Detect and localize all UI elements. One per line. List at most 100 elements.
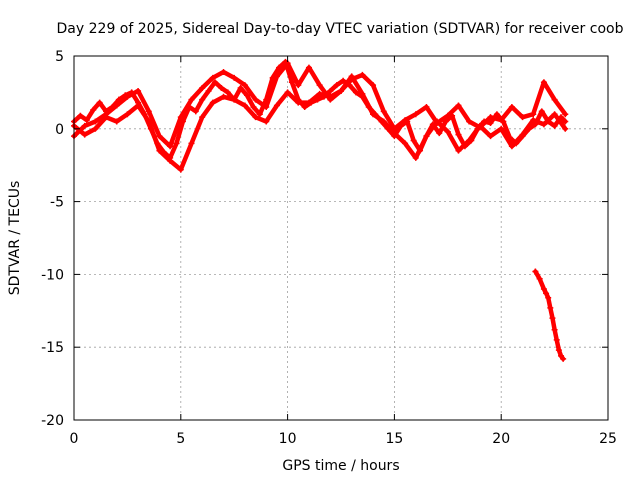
data-point xyxy=(288,79,295,86)
data-point xyxy=(466,137,473,144)
data-point xyxy=(508,143,515,150)
data-point xyxy=(519,114,526,121)
data-point xyxy=(549,315,556,322)
data-point xyxy=(380,108,387,115)
data-point xyxy=(412,154,419,161)
data-point xyxy=(359,71,366,78)
data-series xyxy=(71,58,569,362)
data-point xyxy=(295,99,302,106)
data-point xyxy=(237,85,244,92)
plot-frame xyxy=(73,55,609,421)
data-point xyxy=(188,140,195,147)
data-point xyxy=(487,133,494,140)
x-axis-ticks: 0 5 10 15 20 25 xyxy=(70,56,617,447)
data-point xyxy=(263,103,270,110)
data-point xyxy=(423,133,430,140)
data-point xyxy=(562,125,569,132)
data-point xyxy=(224,89,231,96)
series-1 xyxy=(71,60,569,150)
data-point xyxy=(532,268,539,275)
y-tick-label: -10 xyxy=(41,267,64,283)
data-point xyxy=(436,130,443,137)
data-point xyxy=(273,73,280,80)
data-point xyxy=(199,114,206,121)
data-point xyxy=(167,143,174,150)
data-point xyxy=(476,122,483,129)
data-point xyxy=(391,130,398,137)
x-tick-label: 20 xyxy=(492,431,510,447)
data-point xyxy=(276,64,283,71)
y-tick-label: -5 xyxy=(50,195,64,211)
data-point xyxy=(434,118,441,125)
data-point xyxy=(466,118,473,125)
data-point xyxy=(562,118,569,125)
data-point xyxy=(250,103,257,110)
data-point xyxy=(352,89,359,96)
data-point xyxy=(412,111,419,118)
data-point xyxy=(81,122,88,129)
data-point xyxy=(536,275,543,282)
data-point xyxy=(211,79,218,86)
data-point xyxy=(370,82,377,89)
data-point xyxy=(340,77,347,84)
data-point xyxy=(444,112,451,119)
x-tick-label: 15 xyxy=(385,431,403,447)
data-point xyxy=(402,140,409,147)
series-3 xyxy=(532,268,567,362)
data-point xyxy=(455,102,462,109)
data-point xyxy=(231,74,238,81)
data-point xyxy=(551,111,558,118)
data-point xyxy=(380,118,387,125)
data-point xyxy=(444,128,451,135)
y-tick-label: 0 xyxy=(55,122,64,138)
data-point xyxy=(545,294,552,301)
y-tick-label: -20 xyxy=(41,413,64,429)
x-tick-label: 5 xyxy=(176,431,185,447)
data-point xyxy=(81,131,88,138)
data-point xyxy=(540,121,547,128)
data-point xyxy=(359,90,366,97)
data-point xyxy=(530,117,537,124)
data-point xyxy=(327,87,334,94)
data-point xyxy=(263,118,270,125)
data-point xyxy=(540,79,547,86)
data-point xyxy=(555,347,562,354)
y-axis-label: SDTVAR / TECUs xyxy=(7,181,23,296)
data-point xyxy=(530,111,537,118)
data-point xyxy=(316,82,323,89)
data-point xyxy=(498,125,505,132)
data-point xyxy=(199,96,206,103)
x-tick-label: 10 xyxy=(279,431,297,447)
data-point xyxy=(455,131,462,138)
data-point xyxy=(487,114,494,121)
data-point xyxy=(305,99,312,106)
chart-title: Day 229 of 2025, Sidereal Day-to-day VTE… xyxy=(57,21,624,37)
data-point xyxy=(113,118,120,125)
x-tick-label: 0 xyxy=(70,431,79,447)
data-point xyxy=(551,122,558,129)
data-point xyxy=(177,166,184,173)
data-point xyxy=(145,108,152,115)
data-point xyxy=(90,106,97,113)
data-point xyxy=(156,133,163,140)
data-point xyxy=(547,304,554,311)
data-point xyxy=(241,102,248,109)
data-point xyxy=(167,157,174,164)
data-point xyxy=(209,74,216,81)
data-point xyxy=(553,336,560,343)
data-point xyxy=(220,69,227,76)
data-point xyxy=(103,114,110,121)
data-point xyxy=(551,326,558,333)
data-point xyxy=(188,96,195,103)
data-point xyxy=(348,73,355,80)
data-point xyxy=(96,99,103,106)
data-point xyxy=(124,111,131,118)
data-point xyxy=(145,118,152,125)
data-point xyxy=(402,117,409,124)
data-point xyxy=(244,92,251,99)
y-tick-label: 5 xyxy=(55,49,64,65)
data-point xyxy=(199,85,206,92)
data-point xyxy=(333,82,340,89)
data-point xyxy=(551,96,558,103)
